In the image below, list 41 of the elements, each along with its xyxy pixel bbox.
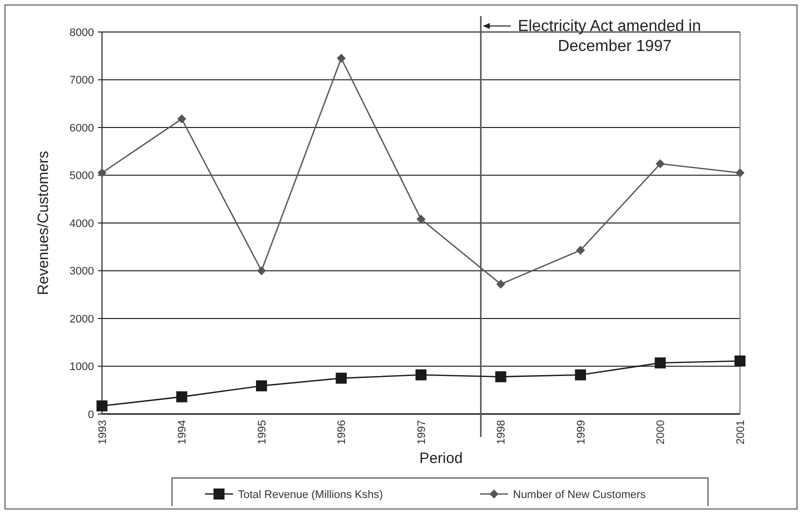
- point: [654, 357, 666, 368]
- point: [98, 168, 106, 178]
- point: [575, 369, 586, 380]
- point: [256, 380, 267, 392]
- y-tick-label: 7000: [70, 74, 94, 87]
- x-tick-label: 1999: [575, 420, 588, 444]
- y-tick-label: 6000: [70, 122, 94, 134]
- point: [736, 168, 744, 178]
- point: [177, 114, 186, 124]
- y-axis-title: Revenues/Customers: [35, 150, 52, 296]
- point: [416, 214, 426, 224]
- point: [257, 266, 266, 276]
- y-tick-label: 0: [88, 408, 94, 421]
- x-tick-label: 1997: [416, 420, 428, 444]
- x-tick-label: 1998: [496, 420, 508, 444]
- point: [176, 391, 188, 402]
- legend-label: Total Revenue (Millions Kshs): [238, 488, 383, 501]
- y-tick-label: 8000: [70, 26, 94, 39]
- point: [576, 246, 585, 255]
- y-tick-label: 5000: [70, 170, 94, 182]
- point: [96, 400, 108, 412]
- y-tick-label: 2000: [70, 313, 94, 326]
- x-axis-title: Period: [419, 450, 463, 467]
- x-tick-label: 2001: [734, 420, 747, 444]
- point: [496, 280, 506, 289]
- point: [495, 371, 506, 382]
- point: [416, 369, 426, 380]
- y-tick-label: 1000: [70, 361, 94, 374]
- point: [734, 355, 746, 366]
- point: [336, 54, 346, 63]
- x-tick-label: 1995: [256, 420, 268, 444]
- x-tick-label: 1996: [336, 420, 348, 444]
- ref-line-label: Electricity Act amended in December 1997: [518, 18, 702, 55]
- y-tick-label: 4000: [70, 218, 94, 230]
- y-tick-label: 3000: [70, 266, 94, 278]
- legend-label: Number of New Customers: [513, 488, 646, 501]
- point: [336, 372, 347, 384]
- x-tick-label: 1993: [96, 420, 109, 444]
- point: [656, 159, 665, 168]
- x-tick-label: 1994: [176, 420, 189, 444]
- x-tick-label: 2000: [655, 420, 668, 444]
